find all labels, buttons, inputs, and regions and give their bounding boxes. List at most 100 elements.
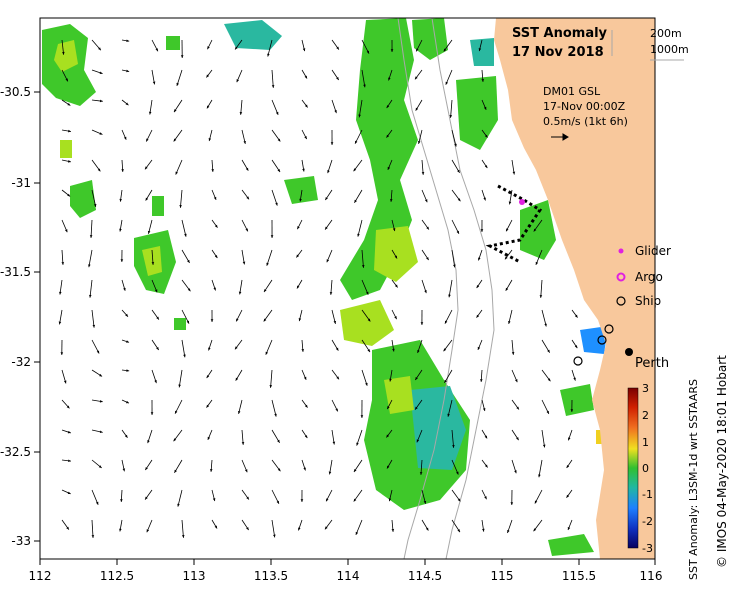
current-vector-head: [534, 500, 538, 504]
current-vector-head: [304, 435, 308, 439]
current-vector-head: [206, 105, 210, 109]
current-vector-head: [296, 285, 300, 289]
current-vector-head: [296, 254, 300, 258]
land-western-australia: [494, 18, 655, 559]
current-vector-head: [120, 259, 124, 262]
current-vector-head: [417, 140, 421, 144]
current-vector-head: [187, 259, 190, 263]
current-vector-head: [544, 323, 547, 327]
current-vector-head: [448, 294, 451, 298]
current-vector-head: [389, 378, 392, 382]
x-tick-label: 114: [337, 569, 360, 583]
current-vector-head: [353, 498, 357, 502]
current-vector-head: [443, 48, 447, 52]
current-vector: [266, 249, 273, 266]
current-vector-head: [213, 287, 216, 291]
current-vector-head: [62, 51, 65, 55]
current-vector-head: [476, 285, 480, 288]
current-vector-head: [326, 259, 330, 263]
colorbar-tick-labels: 3 2 1 0 -1 -2 -3: [642, 382, 653, 555]
x-tick-label: 112: [29, 569, 52, 583]
colorbar-tick: -3: [642, 542, 653, 555]
current-vector-head: [456, 471, 459, 475]
current-vector-head: [421, 172, 425, 175]
colorbar-tick: -2: [642, 515, 653, 528]
current-vector-head: [277, 138, 281, 142]
current-vector: [271, 519, 276, 538]
current-vector-head: [154, 289, 158, 293]
current-vector-head: [533, 528, 537, 532]
current-vector-head: [354, 199, 357, 203]
current-vector-head: [387, 406, 390, 410]
current-vector-head: [457, 169, 460, 173]
current-vector-head: [180, 55, 184, 58]
y-axis-ticks: [34, 91, 40, 542]
current-vector: [181, 339, 186, 358]
current-vector-head: [480, 379, 483, 382]
current-vector-head: [187, 288, 191, 292]
current-vector-head: [67, 430, 71, 434]
contour-label-1000m: 1000m: [650, 43, 689, 56]
current-vector-head: [148, 111, 152, 115]
current-vector-head: [453, 264, 456, 268]
current-vector-head: [358, 114, 361, 118]
current-vector-head: [245, 167, 249, 171]
current-vector-head: [332, 441, 336, 445]
current-vector-head: [246, 196, 250, 200]
current-scale: 0.5m/s (1kt 6h): [543, 115, 628, 128]
current-vector-head: [361, 265, 365, 268]
current-vector-head: [126, 369, 130, 372]
current-vector-head: [424, 199, 428, 203]
current-vector-head: [329, 292, 333, 295]
current-vector: [541, 309, 547, 327]
legend: Glider Argo Ship: [616, 244, 671, 308]
current-vector-head: [420, 322, 424, 325]
y-tick-label: -30.5: [0, 85, 31, 99]
y-tick-label: -31.5: [0, 265, 31, 279]
current-vector-head: [99, 373, 103, 377]
current-vector-head: [241, 442, 245, 445]
current-vector: [538, 459, 543, 478]
current-vector-head: [505, 287, 509, 291]
current-vector-head: [363, 84, 366, 88]
current-vector-head: [542, 444, 546, 448]
current-vector-head: [60, 352, 64, 355]
current-vector-head: [269, 385, 273, 388]
current-vector-head: [449, 115, 453, 118]
current-vector-head: [147, 230, 151, 234]
argo-legend-icon: [616, 272, 626, 282]
current-vector-head: [277, 439, 280, 443]
current-vector-head: [146, 529, 150, 533]
legend-argo: Argo: [635, 270, 663, 284]
current-vector: [90, 219, 93, 238]
current-vector: [176, 69, 183, 86]
current-vector: [361, 249, 364, 268]
current-vector-head: [58, 321, 62, 325]
current-vector-head: [121, 169, 124, 172]
current-vector: [357, 219, 363, 237]
current-vector: [88, 249, 93, 268]
current-vector-head: [66, 526, 69, 530]
current-vector-head: [507, 529, 510, 533]
current-vector-head: [389, 199, 393, 202]
current-vector-head: [353, 469, 357, 472]
current-vector-head: [152, 81, 156, 85]
current-vector-head: [123, 287, 126, 291]
current-vector-head: [574, 345, 578, 349]
current-vector-head: [126, 340, 130, 343]
current-vector: [181, 519, 184, 538]
x-tick-label: 114.5: [408, 569, 442, 583]
current-vector-head: [98, 465, 102, 468]
current-vector-head: [303, 467, 306, 471]
current-vector-head: [452, 444, 455, 448]
current-vector: [356, 429, 363, 446]
current-vector-head: [88, 264, 91, 268]
current-vector-head: [444, 379, 447, 383]
current-vector-head: [208, 347, 211, 351]
current-vector: [91, 309, 95, 328]
current-vector-head: [567, 526, 571, 530]
current-vector-head: [304, 75, 308, 79]
current-vector-head: [504, 256, 508, 260]
current-vector-head: [415, 406, 418, 410]
